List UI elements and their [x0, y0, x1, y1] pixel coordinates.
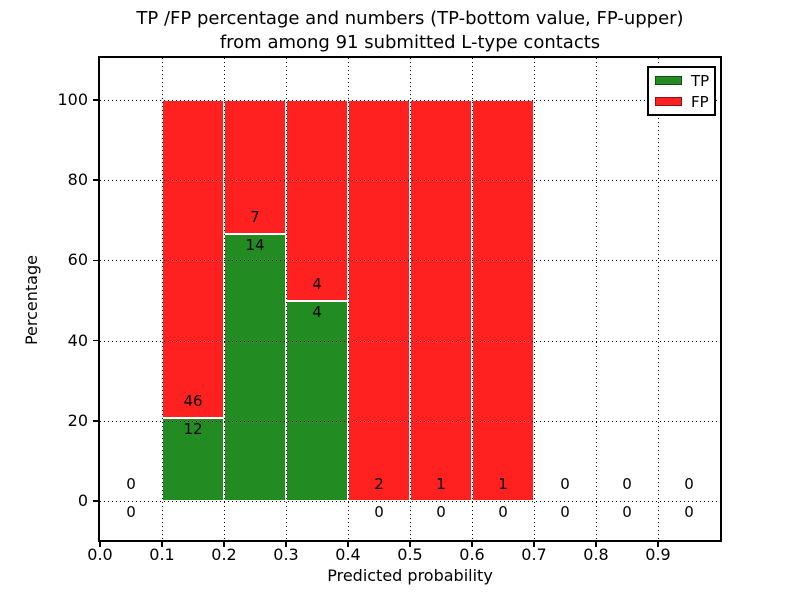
horizontal-gridline [100, 420, 720, 422]
vertical-gridline [347, 58, 349, 540]
legend-entry-fp: FP [655, 94, 714, 110]
bar-count-label-fp: 2 [374, 475, 384, 493]
legend-label-tp: TP [691, 71, 710, 90]
bar-count-label-fp: 0 [684, 475, 694, 493]
bar-segment-tp [162, 418, 224, 501]
y-tick-label: 20 [67, 410, 88, 430]
bar-count-label-tp: 14 [245, 235, 265, 254]
bar-count-label-tp: 0 [374, 503, 384, 521]
x-tick-label: 0.7 [521, 545, 547, 564]
x-axis-tick [533, 542, 535, 547]
bar-count-label-fp: 0 [126, 475, 136, 493]
chart-title: TP /FP percentage and numbers (TP-bottom… [100, 7, 720, 55]
bar-count-label-fp: 46 [183, 392, 203, 411]
x-tick-label: 0.2 [211, 545, 237, 564]
vertical-gridline [161, 58, 163, 540]
bar-count-label-tp: 0 [622, 503, 632, 521]
x-tick-label: 0.4 [335, 545, 361, 564]
bar-count-label-tp: 0 [126, 503, 136, 521]
bar-count-label-tp: 0 [436, 503, 446, 521]
horizontal-gridline [100, 100, 720, 101]
x-axis-tick [223, 542, 225, 547]
bar-count-label-fp: 0 [560, 475, 570, 493]
chart-title-line2: from among 91 submitted L-type contacts [219, 32, 601, 53]
x-axis-tick [99, 542, 101, 547]
bar-segment-fp [472, 100, 534, 501]
bar-segment-tp [224, 233, 286, 501]
y-tick-label: 0 [77, 491, 88, 510]
x-axis-label: Predicted probability [327, 566, 493, 585]
bar-segment-fp [224, 100, 286, 234]
horizontal-gridline [100, 340, 720, 342]
x-tick-label: 0.0 [87, 545, 113, 564]
legend-swatch-fp-icon [655, 97, 682, 106]
bar-count-label-tp: 0 [498, 503, 508, 521]
vertical-gridline [409, 58, 411, 540]
y-axis-tick [93, 99, 98, 101]
y-tick-label: 60 [67, 250, 88, 270]
legend-label-fp: FP [691, 92, 709, 111]
plot-area: 0 0 46 12 7 14 4 4 2 0 1 0 1 0 0 0 0 0 0 0 [100, 58, 720, 540]
horizontal-gridline [100, 260, 720, 262]
bar-segment-fp [410, 100, 472, 501]
bar-segment-tp [286, 300, 348, 501]
x-axis-tick [595, 542, 597, 547]
vertical-gridline [657, 58, 659, 540]
x-tick-label: 0.9 [645, 545, 671, 564]
x-axis-tick [347, 542, 349, 547]
x-tick-label: 0.3 [273, 545, 299, 564]
legend-entry-tp: TP [655, 73, 714, 89]
bar-count-label-fp: 4 [312, 274, 322, 293]
x-tick-label: 0.8 [583, 545, 609, 564]
bar-count-label-tp: 12 [183, 420, 203, 439]
bar-count-label-fp: 1 [498, 475, 508, 493]
bar-count-label-fp: 1 [436, 475, 446, 493]
vertical-gridline [285, 58, 287, 540]
bar-count-label-tp: 0 [684, 503, 694, 521]
bar-segment-fp [286, 100, 348, 301]
x-axis-tick [471, 542, 473, 547]
bar-count-label-fp: 0 [622, 475, 632, 493]
chart-title-line1: TP /FP percentage and numbers (TP-bottom… [136, 8, 684, 29]
x-tick-label: 0.1 [149, 545, 175, 564]
y-axis-tick [93, 259, 98, 262]
y-axis-tick [93, 420, 98, 422]
y-axis-tick [93, 179, 98, 181]
x-axis-tick [409, 542, 411, 547]
vertical-gridline [223, 58, 225, 540]
vertical-gridline [533, 58, 535, 540]
bar-count-label-tp: 0 [560, 503, 570, 521]
horizontal-gridline [100, 180, 720, 182]
y-axis-tick [93, 500, 98, 502]
x-tick-label: 0.5 [397, 545, 423, 564]
y-tick-label: 40 [67, 330, 88, 350]
horizontal-gridline [100, 501, 720, 502]
y-tick-label: 80 [67, 170, 88, 190]
y-axis-tick [93, 339, 98, 342]
vertical-gridline [471, 58, 473, 540]
x-axis-tick [285, 542, 287, 547]
y-axis-label: Percentage [22, 255, 41, 346]
legend: TP FP [647, 66, 716, 116]
bar-segment-fp [348, 100, 410, 501]
bar-count-label-fp: 7 [250, 207, 260, 226]
x-axis-tick [657, 542, 659, 547]
bar-segment-fp [162, 100, 224, 419]
x-axis-tick [161, 542, 163, 547]
vertical-gridline [595, 58, 597, 540]
y-tick-label: 100 [57, 90, 88, 109]
legend-swatch-tp-icon [655, 76, 682, 85]
bar-count-label-tp: 4 [312, 302, 322, 321]
x-tick-label: 0.6 [459, 545, 485, 564]
